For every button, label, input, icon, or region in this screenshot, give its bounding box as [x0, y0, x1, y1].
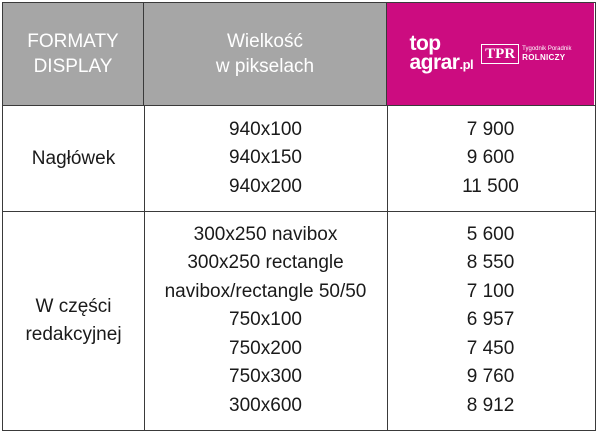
pricing-table: FORMATY DISPLAY Wielkość w pikselach top… — [2, 2, 596, 431]
row-label: W części redakcyjnej — [3, 212, 144, 429]
topagrar-logo-agrar: agrar — [409, 51, 460, 74]
tpr-logo-text: Tygodnik Poradnik ROLNICZY — [522, 45, 571, 63]
value-item: 7 900 — [466, 118, 515, 140]
header-logo-cell: top agrar.pl TPR Tygodnik Poradnik ROLNI… — [387, 3, 594, 105]
header-size: Wielkość w pikselach — [144, 3, 387, 105]
row-label-line: Nagłówek — [31, 147, 116, 169]
value-item: 7 100 — [466, 280, 515, 302]
value-item: 8 912 — [466, 394, 515, 416]
topagrar-logo-top: top — [409, 32, 441, 55]
value-item: 7 450 — [466, 337, 515, 359]
value-item: 5 600 — [466, 223, 515, 245]
row-label-line: redakcyjnej — [25, 323, 122, 345]
size-item: 750x100 — [229, 309, 302, 331]
table-row-redakcyjna: W części redakcyjnej 300x250 navibox 300… — [3, 211, 595, 429]
row-sizes: 300x250 navibox 300x250 rectangle navibo… — [144, 212, 387, 429]
row-values: 5 600 8 550 7 100 6 957 7 450 9 760 8 91… — [387, 212, 594, 429]
value-item: 11 500 — [462, 175, 519, 197]
size-item: 300x250 navibox — [193, 223, 338, 245]
size-item: 300x600 — [229, 394, 302, 416]
table-row-naglowek: Nagłówek 940x100 940x150 940x200 7 900 9… — [3, 105, 595, 211]
value-item: 9 760 — [466, 366, 515, 388]
header-formats-line1: FORMATY — [27, 31, 119, 52]
size-item: 300x250 rectangle — [187, 252, 344, 274]
size-item: 750x200 — [229, 337, 302, 359]
header-size-line1: Wielkość — [226, 31, 303, 52]
brand-logos: top agrar.pl TPR Tygodnik Poradnik ROLNI… — [409, 32, 572, 74]
header-size-line2: w pikselach — [215, 56, 315, 77]
header-formats-line2: DISPLAY — [33, 56, 113, 77]
size-item: navibox/rectangle 50/50 — [164, 280, 367, 302]
size-item: 940x200 — [229, 175, 302, 197]
tpr-logo-small: Tygodnik Poradnik — [522, 46, 572, 52]
tpr-logo: TPR Tygodnik Poradnik ROLNICZY — [481, 44, 572, 64]
tpr-logo-mark: TPR — [481, 44, 520, 64]
topagrar-logo-pl: .pl — [459, 57, 474, 72]
tpr-logo-big: ROLNICZY — [522, 53, 566, 62]
size-item: 940x100 — [229, 118, 302, 140]
header-formats: FORMATY DISPLAY — [3, 3, 144, 105]
size-item: 750x300 — [229, 366, 302, 388]
row-values: 7 900 9 600 11 500 — [387, 106, 594, 211]
column-divider — [144, 105, 145, 430]
row-sizes: 940x100 940x150 940x200 — [144, 106, 387, 211]
value-item: 6 957 — [466, 309, 515, 331]
row-label: Nagłówek — [3, 106, 144, 211]
row-label-line: W części — [35, 295, 112, 317]
topagrar-logo: top agrar.pl — [409, 32, 474, 74]
value-item: 9 600 — [466, 147, 515, 169]
size-item: 940x150 — [229, 147, 302, 169]
table-header: FORMATY DISPLAY Wielkość w pikselach top… — [3, 3, 595, 105]
column-divider — [387, 105, 388, 430]
value-item: 8 550 — [466, 252, 515, 274]
